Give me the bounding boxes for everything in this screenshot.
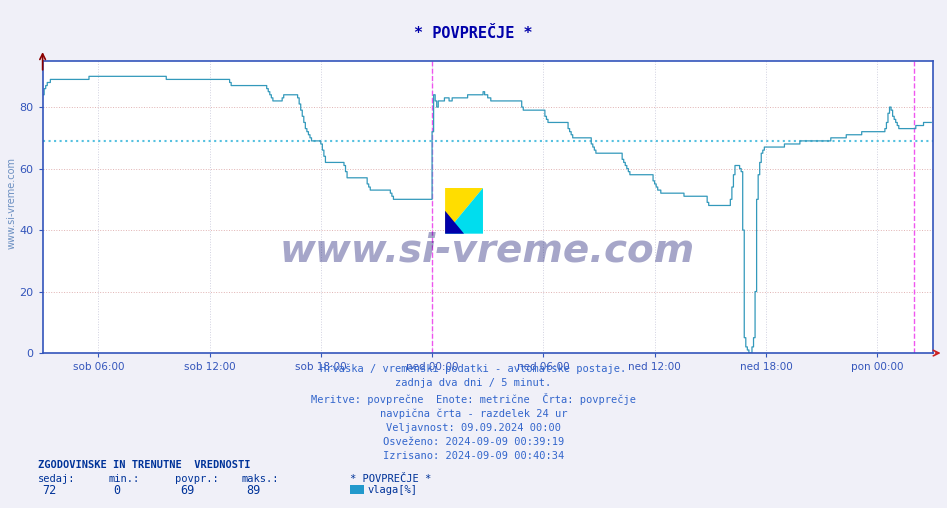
Text: 69: 69: [180, 484, 194, 497]
Text: www.si-vreme.com: www.si-vreme.com: [7, 157, 16, 249]
Text: povpr.:: povpr.:: [175, 473, 219, 484]
Text: www.si-vreme.com: www.si-vreme.com: [280, 232, 695, 270]
Text: min.:: min.:: [109, 473, 140, 484]
Text: 0: 0: [114, 484, 121, 497]
Polygon shape: [445, 211, 464, 234]
Text: * POVPREČJE *: * POVPREČJE *: [350, 473, 432, 484]
Text: * POVPREČJE *: * POVPREČJE *: [414, 25, 533, 41]
Polygon shape: [445, 188, 483, 234]
Text: sedaj:: sedaj:: [38, 473, 76, 484]
Text: maks.:: maks.:: [241, 473, 279, 484]
Text: 72: 72: [43, 484, 57, 497]
Text: vlaga[%]: vlaga[%]: [367, 485, 418, 495]
Text: 89: 89: [246, 484, 260, 497]
Text: ZGODOVINSKE IN TRENUTNE  VREDNOSTI: ZGODOVINSKE IN TRENUTNE VREDNOSTI: [38, 460, 250, 470]
Text: Hrvaška / vremenski podatki - avtomatske postaje.
zadnja dva dni / 5 minut.
Meri: Hrvaška / vremenski podatki - avtomatske…: [311, 363, 636, 461]
Polygon shape: [445, 188, 483, 234]
